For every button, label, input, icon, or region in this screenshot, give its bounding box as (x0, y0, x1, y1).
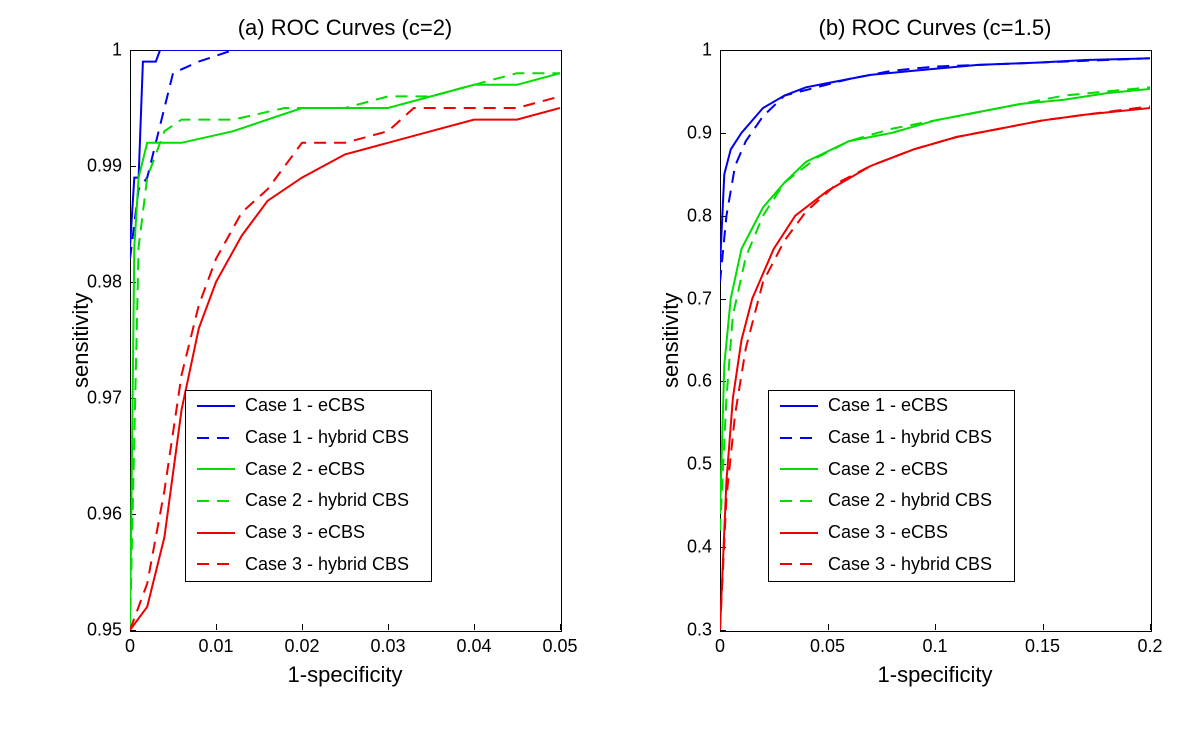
x-tick-label: 0.2 (1137, 636, 1162, 657)
legend-label: Case 3 - hybrid CBS (828, 554, 992, 575)
legend-item: Case 2 - hybrid CBS (778, 491, 992, 511)
x-tick-label: 0 (125, 636, 135, 657)
y-tick-label: 0.3 (687, 620, 712, 641)
y-tick-label: 0.6 (687, 371, 712, 392)
y-tick-label: 0.99 (87, 156, 122, 177)
y-tick-label: 0.4 (687, 537, 712, 558)
legend-label: Case 2 - hybrid CBS (828, 490, 992, 511)
legend-item: Case 1 - eCBS (195, 396, 365, 416)
y-tick-label: 1 (702, 40, 712, 61)
y-axis-label-a: sensitivity (68, 293, 94, 388)
y-tick-label: 1 (112, 40, 122, 61)
y-tick (720, 630, 726, 631)
legend-swatch (778, 428, 822, 448)
series-line (720, 58, 1150, 282)
legend-label: Case 2 - hybrid CBS (245, 490, 409, 511)
legend-item: Case 3 - hybrid CBS (778, 554, 992, 574)
x-tick-label: 0.01 (198, 636, 233, 657)
y-tick-label: 0.9 (687, 122, 712, 143)
legend-label: Case 3 - eCBS (245, 522, 365, 543)
series-line (720, 58, 1150, 265)
legend-item: Case 3 - eCBS (195, 523, 365, 543)
legend-item: Case 1 - hybrid CBS (778, 428, 992, 448)
y-tick (130, 630, 136, 631)
y-tick-label: 0.7 (687, 288, 712, 309)
x-tick-label: 0.05 (542, 636, 577, 657)
legend-label: Case 3 - eCBS (828, 522, 948, 543)
legend-swatch (195, 428, 239, 448)
x-tick-label: 0.03 (370, 636, 405, 657)
legend-label: Case 1 - hybrid CBS (828, 427, 992, 448)
legend-swatch (778, 396, 822, 416)
y-tick-label: 0.95 (87, 620, 122, 641)
legend-label: Case 1 - hybrid CBS (245, 427, 409, 448)
legend-item: Case 3 - hybrid CBS (195, 554, 409, 574)
y-tick-label: 0.5 (687, 454, 712, 475)
y-tick-label: 0.96 (87, 504, 122, 525)
chart-title-b: (b) ROC Curves (c=1.5) (720, 15, 1150, 41)
legend-swatch (778, 554, 822, 574)
legend-swatch (778, 523, 822, 543)
x-tick-label: 0.05 (810, 636, 845, 657)
legend-label: Case 1 - eCBS (245, 395, 365, 416)
y-tick-label: 0.98 (87, 272, 122, 293)
legend-swatch (195, 459, 239, 479)
legend-item: Case 1 - eCBS (778, 396, 948, 416)
x-tick-label: 0.04 (456, 636, 491, 657)
legend-item: Case 2 - eCBS (778, 459, 948, 479)
x-axis-label-b: 1-specificity (720, 662, 1150, 688)
legend-label: Case 3 - hybrid CBS (245, 554, 409, 575)
legend-label: Case 2 - eCBS (828, 459, 948, 480)
legend-swatch (195, 523, 239, 543)
legend-swatch (195, 491, 239, 511)
legend-item: Case 2 - hybrid CBS (195, 491, 409, 511)
figure: (a) ROC Curves (c=2) 0 0.01 0.02 0.03 0.04 0.0… (0, 0, 1200, 731)
x-tick-label: 0 (715, 636, 725, 657)
legend-item: Case 3 - eCBS (778, 523, 948, 543)
legend-swatch (778, 491, 822, 511)
y-tick-label: 0.97 (87, 388, 122, 409)
y-axis-label-b: sensitivity (658, 293, 684, 388)
legend-label: Case 2 - eCBS (245, 459, 365, 480)
x-tick-label: 0.1 (922, 636, 947, 657)
x-tick (1150, 624, 1151, 630)
x-axis-label-a: 1-specificity (130, 662, 560, 688)
x-tick (560, 624, 561, 630)
legend-swatch (195, 396, 239, 416)
legend-swatch (195, 554, 239, 574)
legend-item: Case 2 - eCBS (195, 459, 365, 479)
chart-title-a: (a) ROC Curves (c=2) (130, 15, 560, 41)
y-tick-label: 0.8 (687, 205, 712, 226)
legend-label: Case 1 - eCBS (828, 395, 948, 416)
x-tick-label: 0.15 (1025, 636, 1060, 657)
legend-item: Case 1 - hybrid CBS (195, 428, 409, 448)
x-tick-label: 0.02 (284, 636, 319, 657)
legend-swatch (778, 459, 822, 479)
